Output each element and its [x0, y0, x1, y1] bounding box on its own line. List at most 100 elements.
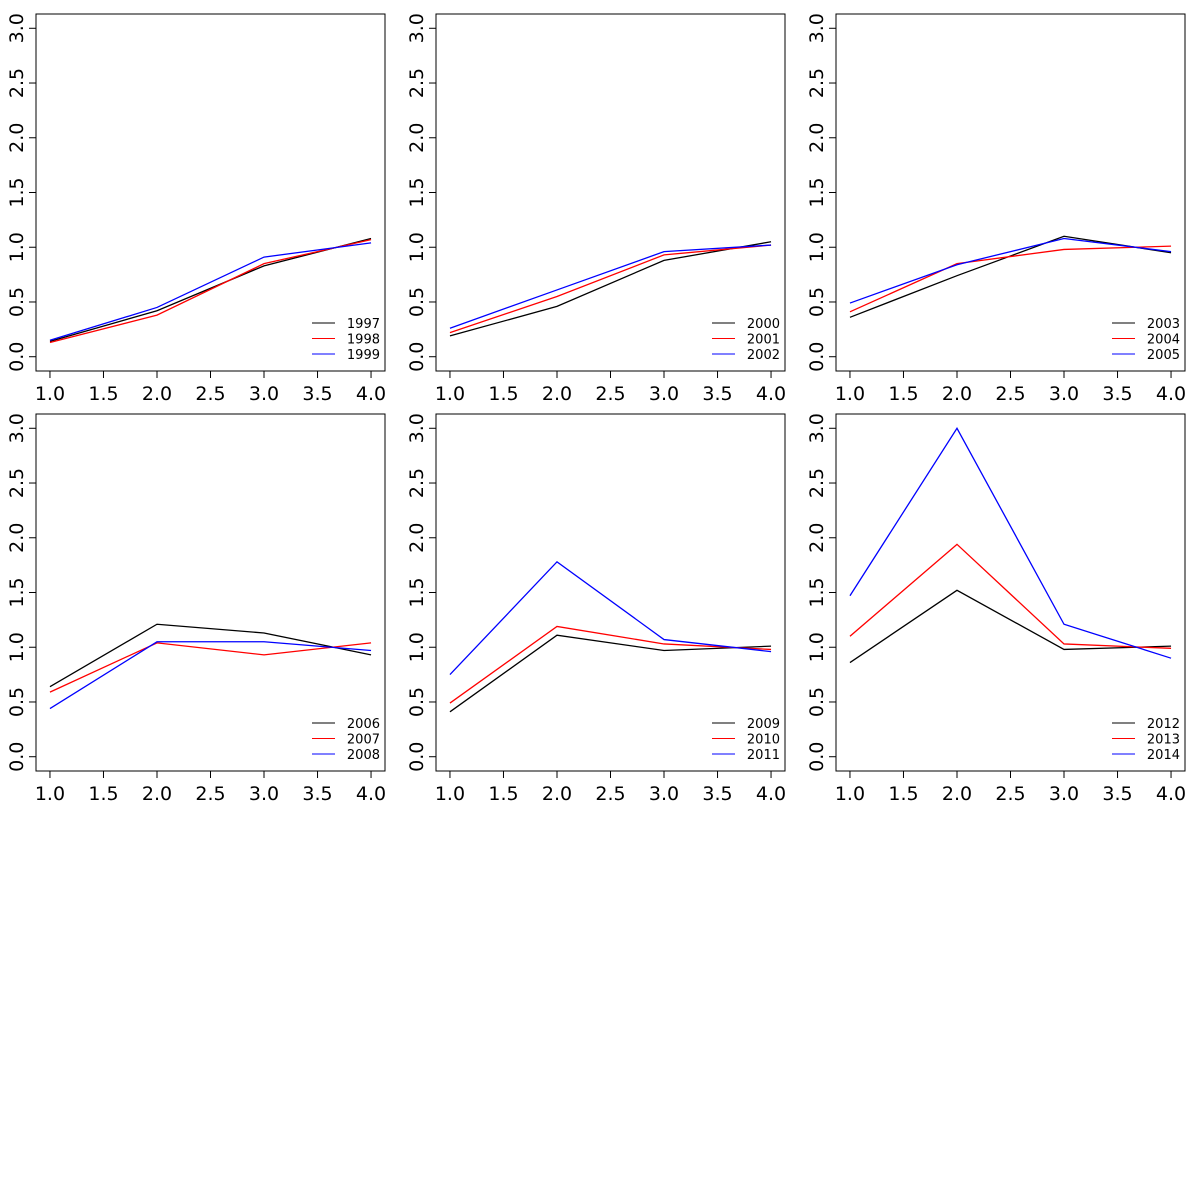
x-tick-label: 1.5 — [88, 383, 118, 405]
x-tick-label: 2.5 — [595, 383, 625, 405]
x-tick-label: 4.0 — [756, 783, 786, 805]
y-axis: 0.0 0.5 1.0 1.5 2.0 2.5 3.0 — [806, 413, 837, 772]
legend-item: 2000 — [712, 317, 780, 332]
legend-label: 2013 — [1147, 733, 1180, 748]
y-tick-label: 0.5 — [806, 287, 828, 317]
series-2014 — [849, 427, 1172, 659]
series-line-2002 — [449, 244, 772, 329]
series-line-2000 — [449, 241, 772, 337]
chart-panel-1: 1.0 1.5 2.0 2.5 3.0 3.5 4.0 0.0 0.5 1.0 1.5 2.0 2.5 3… — [6, 13, 386, 405]
x-tick-label: 1.5 — [888, 783, 918, 805]
series-2008 — [49, 641, 372, 710]
x-tick-label: 3.0 — [249, 783, 279, 805]
legend-item: 2014 — [1112, 748, 1180, 763]
legend-item: 2012 — [1112, 717, 1180, 732]
y-axis: 0.0 0.5 1.0 1.5 2.0 2.5 3.0 — [6, 413, 37, 772]
x-axis: 1.0 1.5 2.0 2.5 3.0 3.5 4.0 — [35, 370, 386, 405]
x-tick-label: 2.5 — [995, 783, 1025, 805]
legend-label: 2007 — [347, 733, 380, 748]
series-line-2014 — [849, 427, 1172, 659]
y-tick-label: 1.0 — [406, 632, 428, 662]
legend-item: 2013 — [1112, 733, 1180, 748]
x-tick-label: 2.5 — [195, 383, 225, 405]
y-tick-label: 3.0 — [406, 13, 428, 43]
x-tick-label: 1.5 — [888, 383, 918, 405]
x-tick-label: 4.0 — [1156, 383, 1186, 405]
x-tick-label: 3.0 — [649, 383, 679, 405]
x-axis: 1.0 1.5 2.0 2.5 3.0 3.5 4.0 — [35, 770, 386, 805]
x-tick-label: 2.5 — [195, 783, 225, 805]
y-tick-label: 0.0 — [806, 342, 828, 372]
legend-item: 1997 — [312, 317, 380, 332]
y-tick-label: 1.5 — [406, 177, 428, 207]
y-tick-label: 3.0 — [806, 13, 828, 43]
series-2012 — [849, 589, 1172, 664]
legend-item: 2010 — [712, 733, 780, 748]
legend-item: 2005 — [1112, 348, 1180, 363]
y-tick-label: 1.0 — [806, 632, 828, 662]
legend-label: 2014 — [1147, 748, 1180, 763]
legend-label: 1998 — [347, 333, 380, 348]
x-axis: 1.0 1.5 2.0 2.5 3.0 3.5 4.0 — [435, 370, 786, 405]
y-tick-label: 1.5 — [806, 577, 828, 607]
legend-label: 2009 — [747, 717, 780, 732]
legend-label: 1999 — [347, 348, 380, 363]
x-tick-label: 1.0 — [835, 383, 865, 405]
x-tick-label: 2.0 — [942, 783, 972, 805]
x-axis: 1.0 1.5 2.0 2.5 3.0 3.5 4.0 — [435, 770, 786, 805]
x-tick-label: 2.5 — [995, 383, 1025, 405]
series-2004 — [849, 245, 1172, 313]
legend-item: 2006 — [312, 717, 380, 732]
y-tick-label: 3.0 — [6, 413, 28, 443]
legend-label: 2001 — [747, 333, 780, 348]
legend-item: 1998 — [312, 333, 380, 348]
series-line-1999 — [49, 242, 372, 341]
y-tick-label: 1.5 — [806, 177, 828, 207]
legend-item: 1999 — [312, 348, 380, 363]
x-tick-label: 3.0 — [649, 783, 679, 805]
series-line-2001 — [449, 244, 772, 334]
x-tick-label: 3.0 — [1049, 783, 1079, 805]
plot-frame — [835, 13, 1186, 372]
series-2010 — [449, 625, 772, 704]
x-tick-label: 3.5 — [1102, 783, 1132, 805]
x-tick-label: 1.5 — [488, 783, 518, 805]
x-tick-label: 2.0 — [142, 383, 172, 405]
series-2013 — [849, 543, 1172, 649]
x-tick-label: 1.0 — [835, 783, 865, 805]
legend-item: 2009 — [712, 717, 780, 732]
series-line-2009 — [449, 634, 772, 713]
legend-item: 2003 — [1112, 317, 1180, 332]
y-tick-label: 0.5 — [6, 687, 28, 717]
series-line-1998 — [49, 238, 372, 344]
x-tick-label: 4.0 — [356, 383, 386, 405]
y-tick-label: 2.5 — [806, 68, 828, 98]
series-line-2013 — [849, 543, 1172, 649]
x-tick-label: 2.0 — [542, 783, 572, 805]
series-line-2004 — [849, 245, 1172, 313]
series-1998 — [49, 238, 372, 344]
x-tick-label: 3.0 — [249, 383, 279, 405]
y-tick-label: 1.0 — [806, 232, 828, 262]
x-tick-label: 4.0 — [1156, 783, 1186, 805]
legend-item: 2011 — [712, 748, 780, 763]
y-tick-label: 0.0 — [6, 742, 28, 772]
legend-item: 2008 — [312, 748, 380, 763]
legend-label: 1997 — [347, 317, 380, 332]
series-2011 — [449, 560, 772, 676]
y-tick-label: 1.5 — [406, 577, 428, 607]
x-tick-label: 3.5 — [702, 383, 732, 405]
y-tick-label: 2.0 — [406, 123, 428, 153]
y-tick-label: 1.5 — [6, 577, 28, 607]
x-tick-label: 4.0 — [356, 783, 386, 805]
y-tick-label: 2.0 — [6, 123, 28, 153]
y-tick-label: 0.0 — [406, 742, 428, 772]
series-line-2005 — [849, 237, 1172, 304]
x-tick-label: 2.0 — [542, 383, 572, 405]
